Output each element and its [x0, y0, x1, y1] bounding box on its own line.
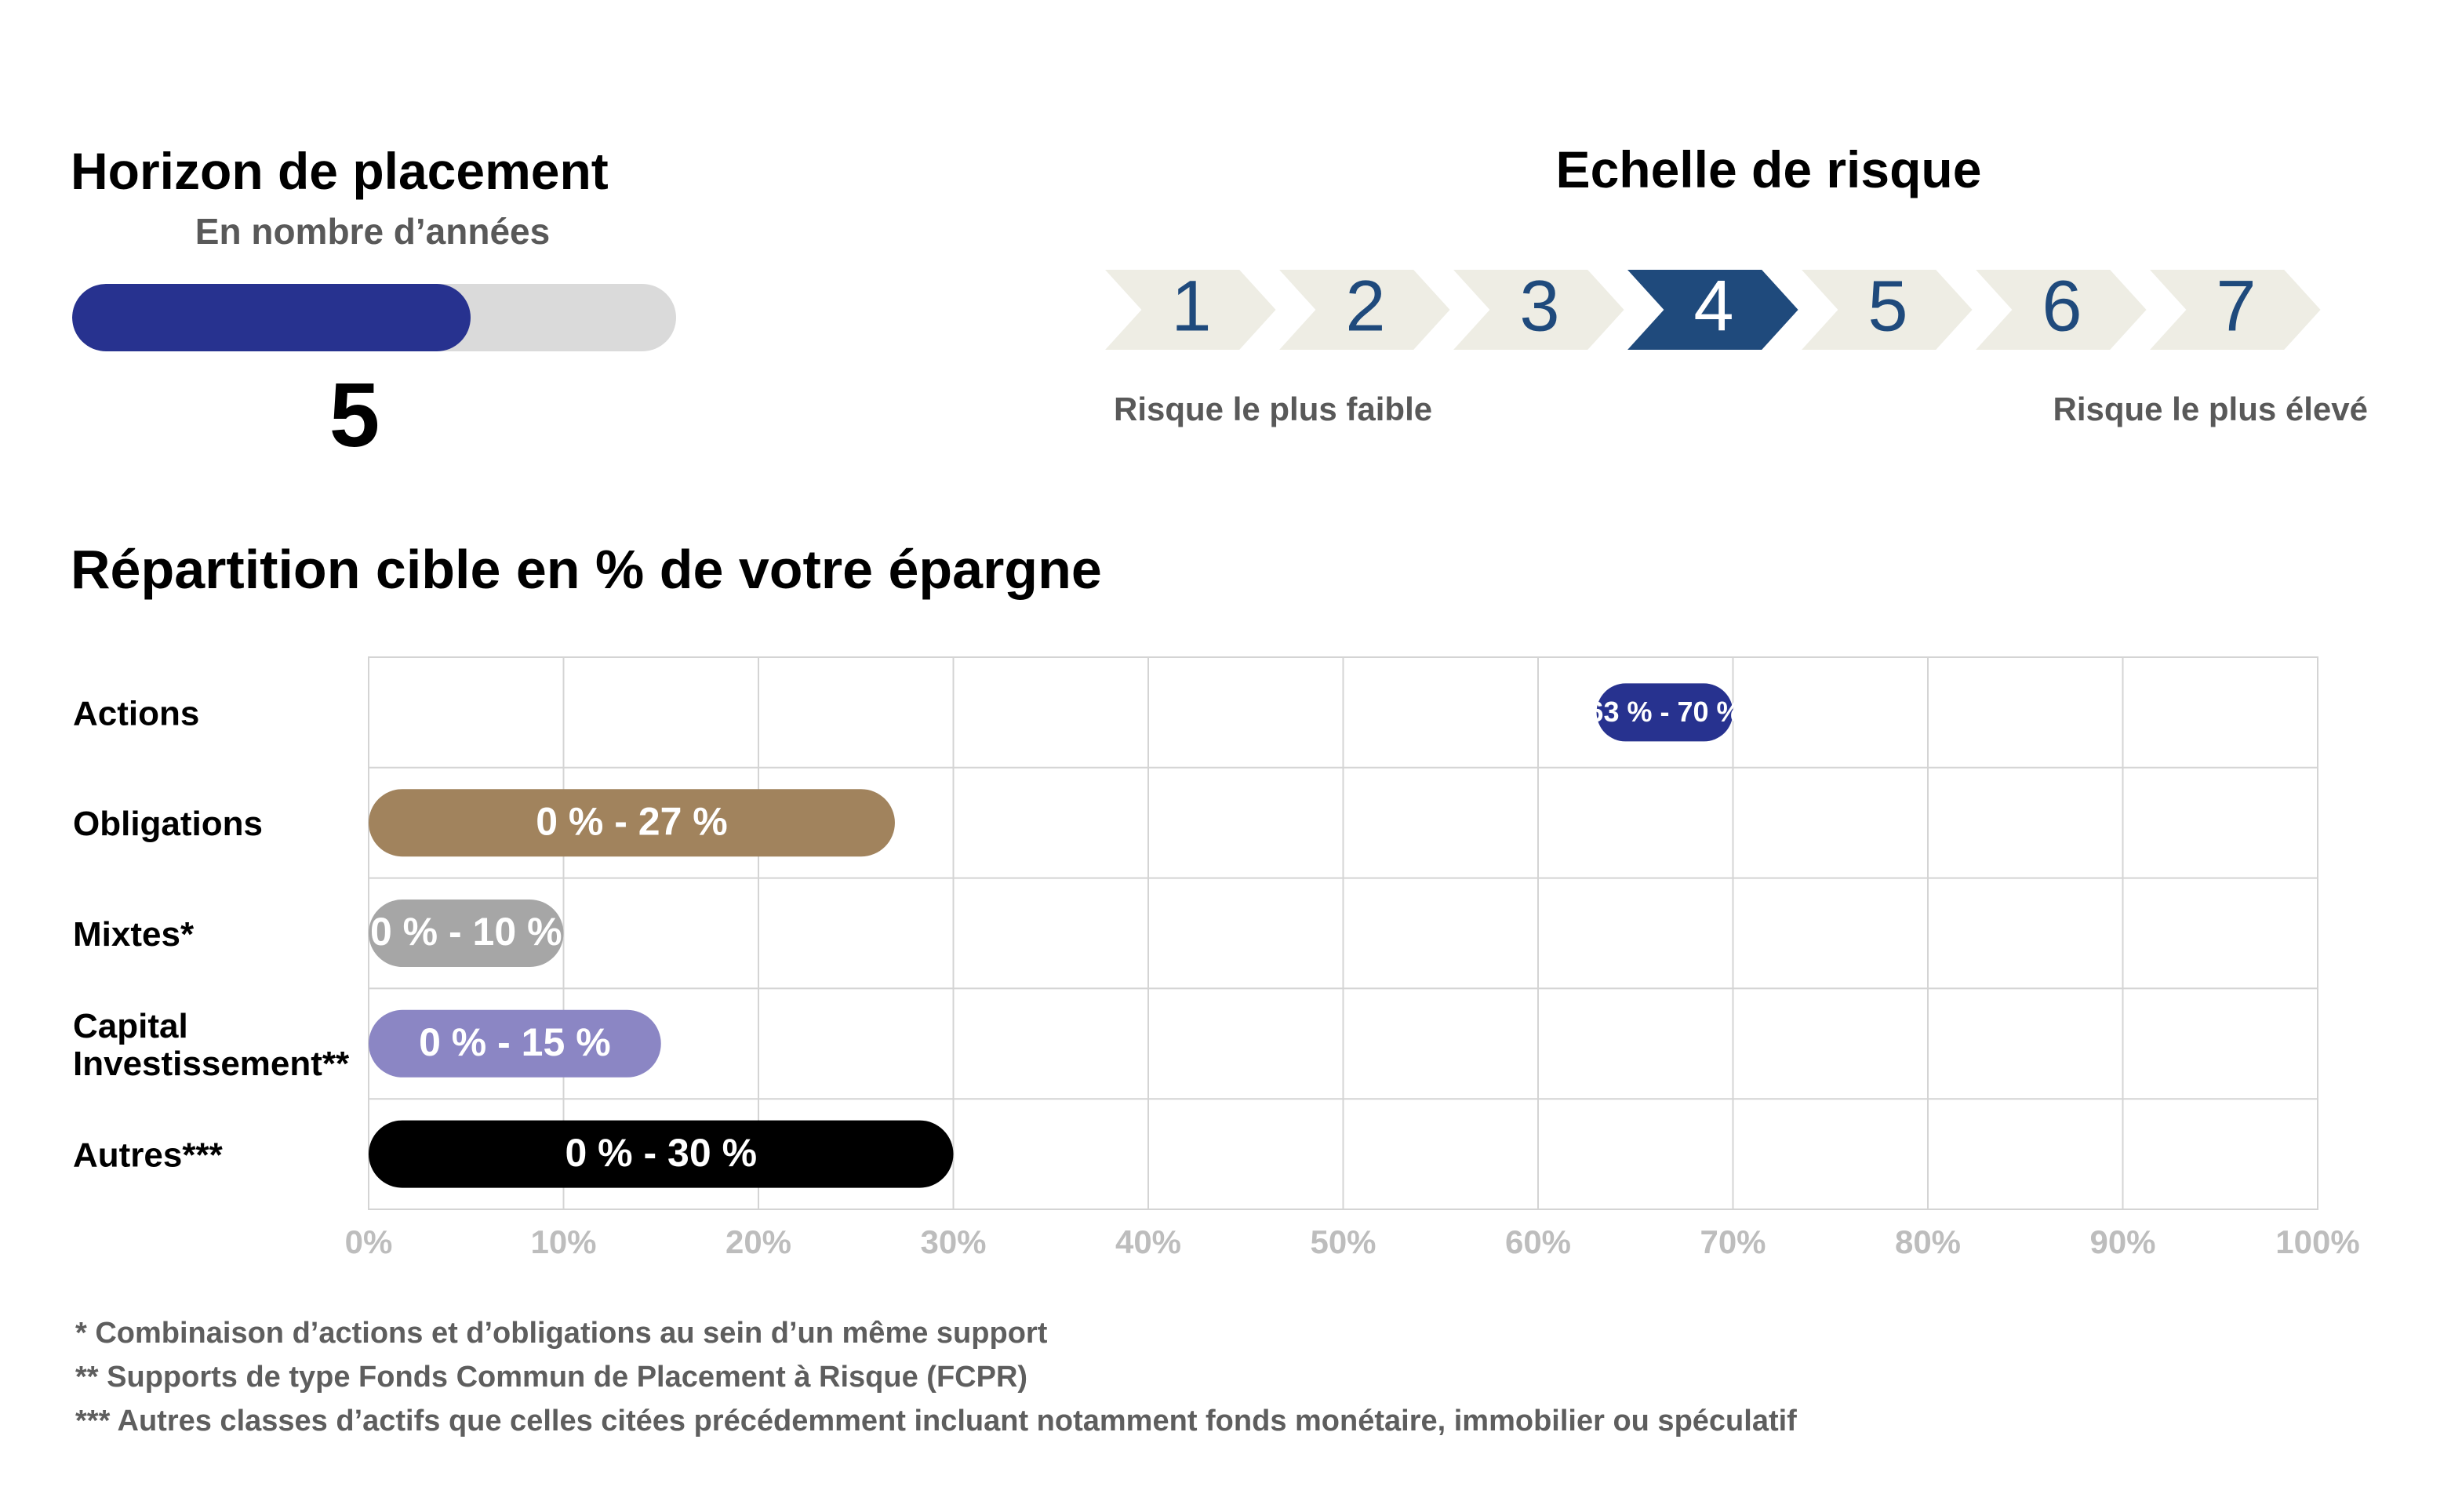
x-tick-label: 0%	[345, 1223, 393, 1260]
horizon-value: 5	[329, 364, 380, 466]
x-tick-label: 40%	[1115, 1223, 1181, 1260]
x-tick-label: 70%	[1700, 1223, 1766, 1260]
footnote: *** Autres classes d’actifs que celles c…	[75, 1405, 1797, 1437]
risk-level-5-chevron	[1787, 267, 1981, 356]
risk-level-1-label: 1	[1171, 267, 1211, 346]
x-tick-label: 30%	[920, 1223, 986, 1260]
risk-level-4-label: 4	[1693, 267, 1733, 346]
footnote: ** Supports de type Fonds Commun de Plac…	[75, 1361, 1028, 1394]
allocation-title: Répartition cible en % de votre épargne	[71, 539, 1102, 600]
range-bar-label: 0 % - 15 %	[419, 1020, 611, 1064]
category-label: Mixtes*	[73, 915, 195, 954]
category-label: Capital Investissement**	[73, 1007, 350, 1083]
risk-level-2-label: 2	[1345, 267, 1385, 346]
x-tick-label: 20%	[726, 1223, 791, 1260]
range-bar	[369, 1120, 954, 1188]
risk-level-6-label: 6	[2042, 267, 2082, 346]
risk-level-6-chevron	[1961, 267, 2155, 356]
range-bar	[369, 900, 564, 967]
range-bar-label: 63 % - 70 %	[1587, 696, 1741, 728]
range-bar	[1596, 683, 1733, 742]
x-tick-label: 60%	[1505, 1223, 1571, 1260]
risk-level-4-chevron	[1613, 267, 1807, 356]
x-tick-label: 50%	[1310, 1223, 1376, 1260]
x-tick-label: 10%	[530, 1223, 596, 1260]
x-tick-label: 100%	[2275, 1223, 2359, 1260]
risk-scale-title: Echelle de risque	[1555, 140, 1982, 198]
risk-label-lowest: Risque le plus faible	[1114, 391, 1433, 427]
horizon-progress-fill	[72, 284, 471, 351]
category-label: Actions	[73, 694, 199, 732]
range-bar-label: 0 % - 10 %	[370, 910, 562, 954]
footnotes: * Combinaison d’actions et d’obligations…	[75, 1311, 1797, 1443]
range-bar	[369, 789, 895, 857]
risk-level-7-chevron	[2135, 267, 2329, 356]
horizon-subtitle: En nombre d’années	[195, 211, 551, 252]
risk-level-5-label: 5	[1867, 267, 1907, 346]
risk-label-highest: Risque le plus élevé	[2053, 391, 2368, 427]
range-bar-label: 0 % - 27 %	[536, 799, 728, 843]
horizon-title: Horizon de placement	[71, 142, 609, 200]
risk-scale: 1 2 3 4 5 6 7	[1098, 267, 2329, 356]
x-tick-label: 90%	[2089, 1223, 2155, 1260]
range-bar-label: 0 % - 30 %	[565, 1131, 757, 1175]
risk-level-2-chevron	[1264, 267, 1459, 356]
allocation-chart: 0% 10% 20% 30% 40% 50% 60% 70% 80% 90% 100% Actions…	[73, 656, 2360, 1260]
risk-level-3-chevron	[1438, 267, 1633, 356]
footnote: * Combinaison d’actions et d’obligations…	[75, 1317, 1048, 1350]
range-bar	[369, 1009, 661, 1078]
risk-level-3-label: 3	[1519, 267, 1559, 346]
x-tick-label: 80%	[1895, 1223, 1961, 1260]
horizon-progress-track	[72, 284, 676, 351]
risk-level-1-chevron	[1098, 267, 1285, 356]
category-label: Autres***	[73, 1136, 224, 1175]
category-label: Obligations	[73, 805, 263, 843]
risk-level-7-label: 7	[2216, 267, 2256, 346]
